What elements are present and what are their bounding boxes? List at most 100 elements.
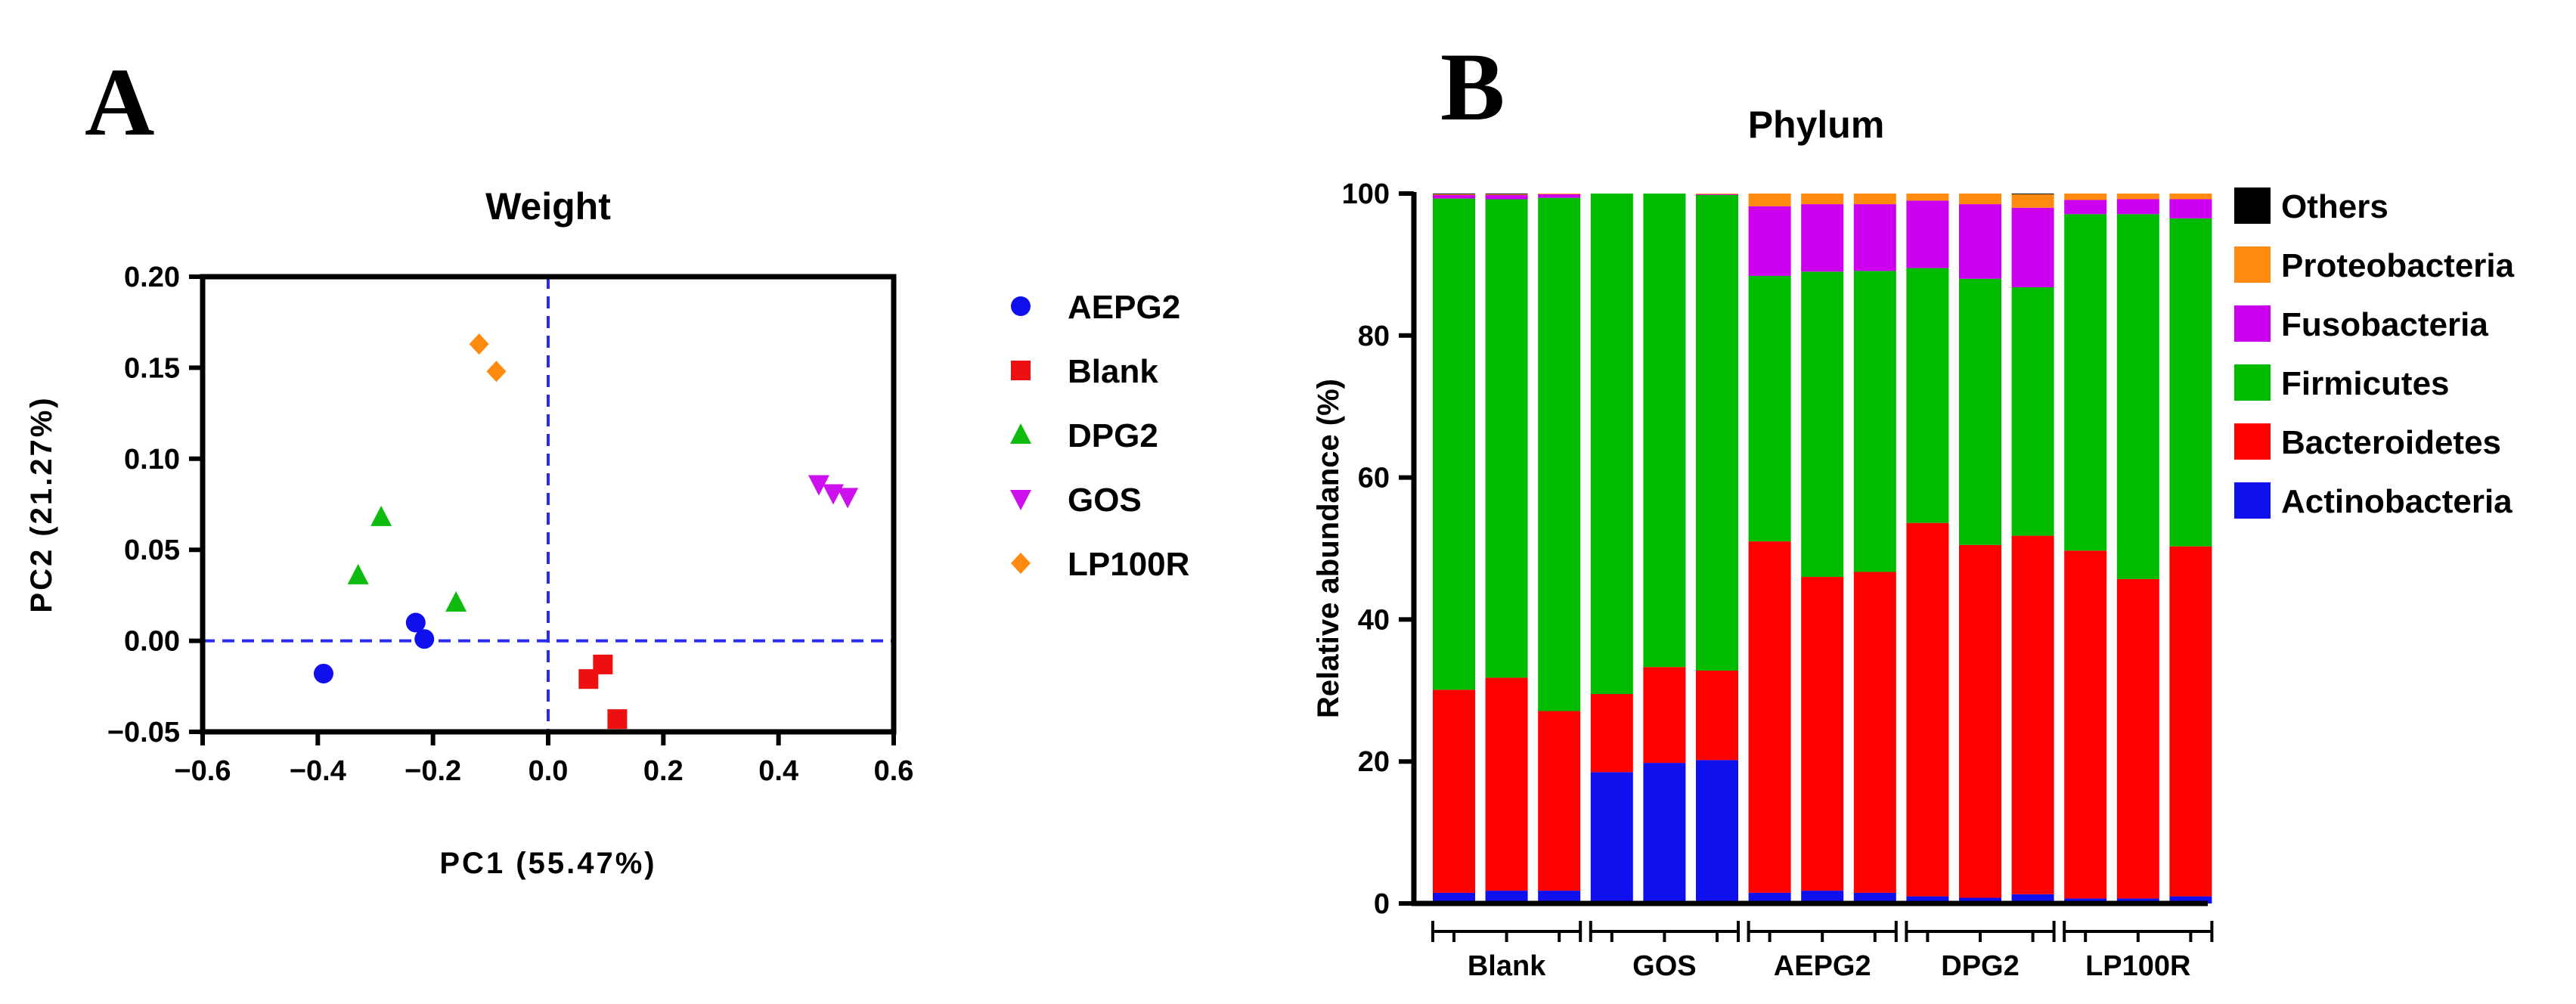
- bar-segment-bacteroidetes: [1853, 572, 1896, 893]
- bar-segment-firmicutes: [1485, 199, 1528, 678]
- data-point: [347, 563, 369, 584]
- legend-label: LP100R: [1068, 546, 1189, 583]
- scatter-title: Weight: [485, 185, 611, 228]
- x-tick-label: 0.4: [758, 755, 798, 787]
- bar-segment-proteobacteria: [1485, 194, 1528, 195]
- bar-segment-fusobacteria: [1485, 194, 1528, 200]
- y-tick-label: 20: [1358, 746, 1390, 778]
- bar-segment-firmicutes: [1801, 271, 1844, 578]
- legend-swatch: [2234, 482, 2271, 519]
- data-point: [414, 629, 435, 649]
- bar-segment-actinobacteria: [1433, 892, 1475, 903]
- bar-segment-actinobacteria: [1801, 891, 1844, 903]
- series-dpg2: [347, 505, 467, 612]
- bar-title: Phylum: [1748, 104, 1885, 146]
- bar-4: [1590, 194, 1633, 903]
- bar-segment-proteobacteria: [2011, 194, 2054, 208]
- panel-label-b: B: [1440, 33, 1505, 141]
- legend-swatch: [2234, 364, 2271, 401]
- x-tick-label: 0.2: [643, 755, 684, 787]
- bar-segment-bacteroidetes: [1643, 667, 1686, 764]
- bar-segment-fusobacteria: [2116, 199, 2159, 215]
- bar-5: [1643, 194, 1686, 903]
- pca-scatter-chart: Weight −0.6 −0.4 −0.2 0.0 0.2 0.4 0.6 −0.05 0.00 0…: [25, 185, 1189, 880]
- y-tick-label: 40: [1358, 604, 1390, 636]
- legend-label: Bacteroidetes: [2281, 424, 2501, 461]
- legend-swatch: [2234, 423, 2271, 460]
- bar-segment-fusobacteria: [1853, 204, 1896, 271]
- y-tick-label: 0: [1374, 888, 1390, 920]
- bar-segment-bacteroidetes: [1696, 671, 1738, 761]
- bar-3: [1538, 194, 1581, 903]
- bar-segment-actinobacteria: [1590, 772, 1633, 903]
- group-bracket-gos: [1589, 921, 1740, 942]
- bar-segment-actinobacteria: [1696, 760, 1738, 903]
- bar-segment-firmicutes: [1538, 197, 1581, 711]
- legend-label: Blank: [1068, 353, 1158, 390]
- y-tick-label: 0.20: [124, 262, 180, 293]
- bar-segment-bacteroidetes: [1748, 541, 1791, 893]
- group-bracket-blank: [1431, 921, 1582, 942]
- data-point: [808, 475, 829, 496]
- x-tick-label: −0.2: [405, 755, 461, 787]
- bar-segment-firmicutes: [2011, 287, 2054, 536]
- bar-segment-bacteroidetes: [2011, 535, 2054, 894]
- bar-8: [1801, 194, 1844, 903]
- bar-segment-fusobacteria: [2011, 207, 2054, 287]
- bar-segment-proteobacteria: [1748, 194, 1791, 206]
- bar-segment-firmicutes: [2064, 214, 2107, 551]
- x-axis-label: PC1 (55.47%): [439, 847, 656, 880]
- legend-label: Actinobacteria: [2281, 483, 2512, 520]
- panel-label-a: A: [85, 48, 154, 156]
- bar-6: [1696, 194, 1738, 903]
- y-axis-label: PC2 (21.27%): [25, 395, 58, 612]
- bar-segment-actinobacteria: [1538, 891, 1581, 903]
- group-bracket-lp100r: [2063, 921, 2214, 942]
- bar-segment-bacteroidetes: [1485, 677, 1528, 891]
- legend-label: Others: [2281, 188, 2388, 225]
- data-point: [445, 591, 467, 612]
- bar-11: [1959, 194, 2001, 903]
- phylum-stacked-bar-chart: Phylum 0 20 40 60 80 100 Relative abundance (%)…: [1312, 104, 2515, 982]
- bar-segment-actinobacteria: [1748, 892, 1791, 903]
- y-tick-label: 80: [1358, 321, 1390, 352]
- bar-segment-actinobacteria: [1906, 896, 1949, 903]
- bar-13: [2064, 194, 2107, 903]
- bar-segment-firmicutes: [1748, 275, 1791, 542]
- bar-segment-actinobacteria: [1485, 891, 1528, 903]
- bar-segment-bacteroidetes: [2169, 546, 2212, 897]
- y-tick-label: 0.05: [124, 535, 180, 566]
- y-tick-label: 0.00: [124, 626, 180, 658]
- group-label: Blank: [1468, 950, 1546, 982]
- bar-segment-proteobacteria: [1433, 194, 1475, 195]
- bar-segment-fusobacteria: [1433, 194, 1475, 199]
- bar-segment-fusobacteria: [1801, 204, 1844, 272]
- group-label: LP100R: [2085, 950, 2190, 982]
- bar-segment-fusobacteria: [1906, 200, 1949, 268]
- legend-marker: [1010, 423, 1031, 444]
- bar-segment-bacteroidetes: [1959, 544, 2001, 898]
- bar-2: [1485, 194, 1528, 903]
- legend-swatch: [2234, 305, 2271, 342]
- bar-segment-bacteroidetes: [1590, 693, 1633, 773]
- bar-segment-firmicutes: [1696, 194, 1738, 671]
- legend-marker: [1011, 553, 1031, 574]
- y-tick-label: 60: [1358, 463, 1390, 494]
- bar-segment-proteobacteria: [1906, 194, 1949, 201]
- data-point: [593, 654, 613, 674]
- bar-segment-bacteroidetes: [1538, 711, 1581, 891]
- legend-label: GOS: [1068, 482, 1142, 519]
- y-tick-label: 100: [1342, 178, 1390, 210]
- group-label: DPG2: [1941, 950, 2019, 982]
- bar-12: [2011, 194, 2054, 903]
- legend-marker: [1011, 296, 1031, 316]
- bar-segment-proteobacteria: [1853, 194, 1896, 205]
- legend-swatch: [2234, 246, 2271, 283]
- data-point: [405, 612, 426, 633]
- bar-segment-firmicutes: [1643, 194, 1686, 668]
- y-tick-label: 0.15: [124, 352, 180, 384]
- legend-label: Proteobacteria: [2281, 247, 2515, 284]
- legend-label: DPG2: [1068, 417, 1158, 454]
- bar-segment-fusobacteria: [2169, 199, 2212, 218]
- data-point: [370, 505, 392, 526]
